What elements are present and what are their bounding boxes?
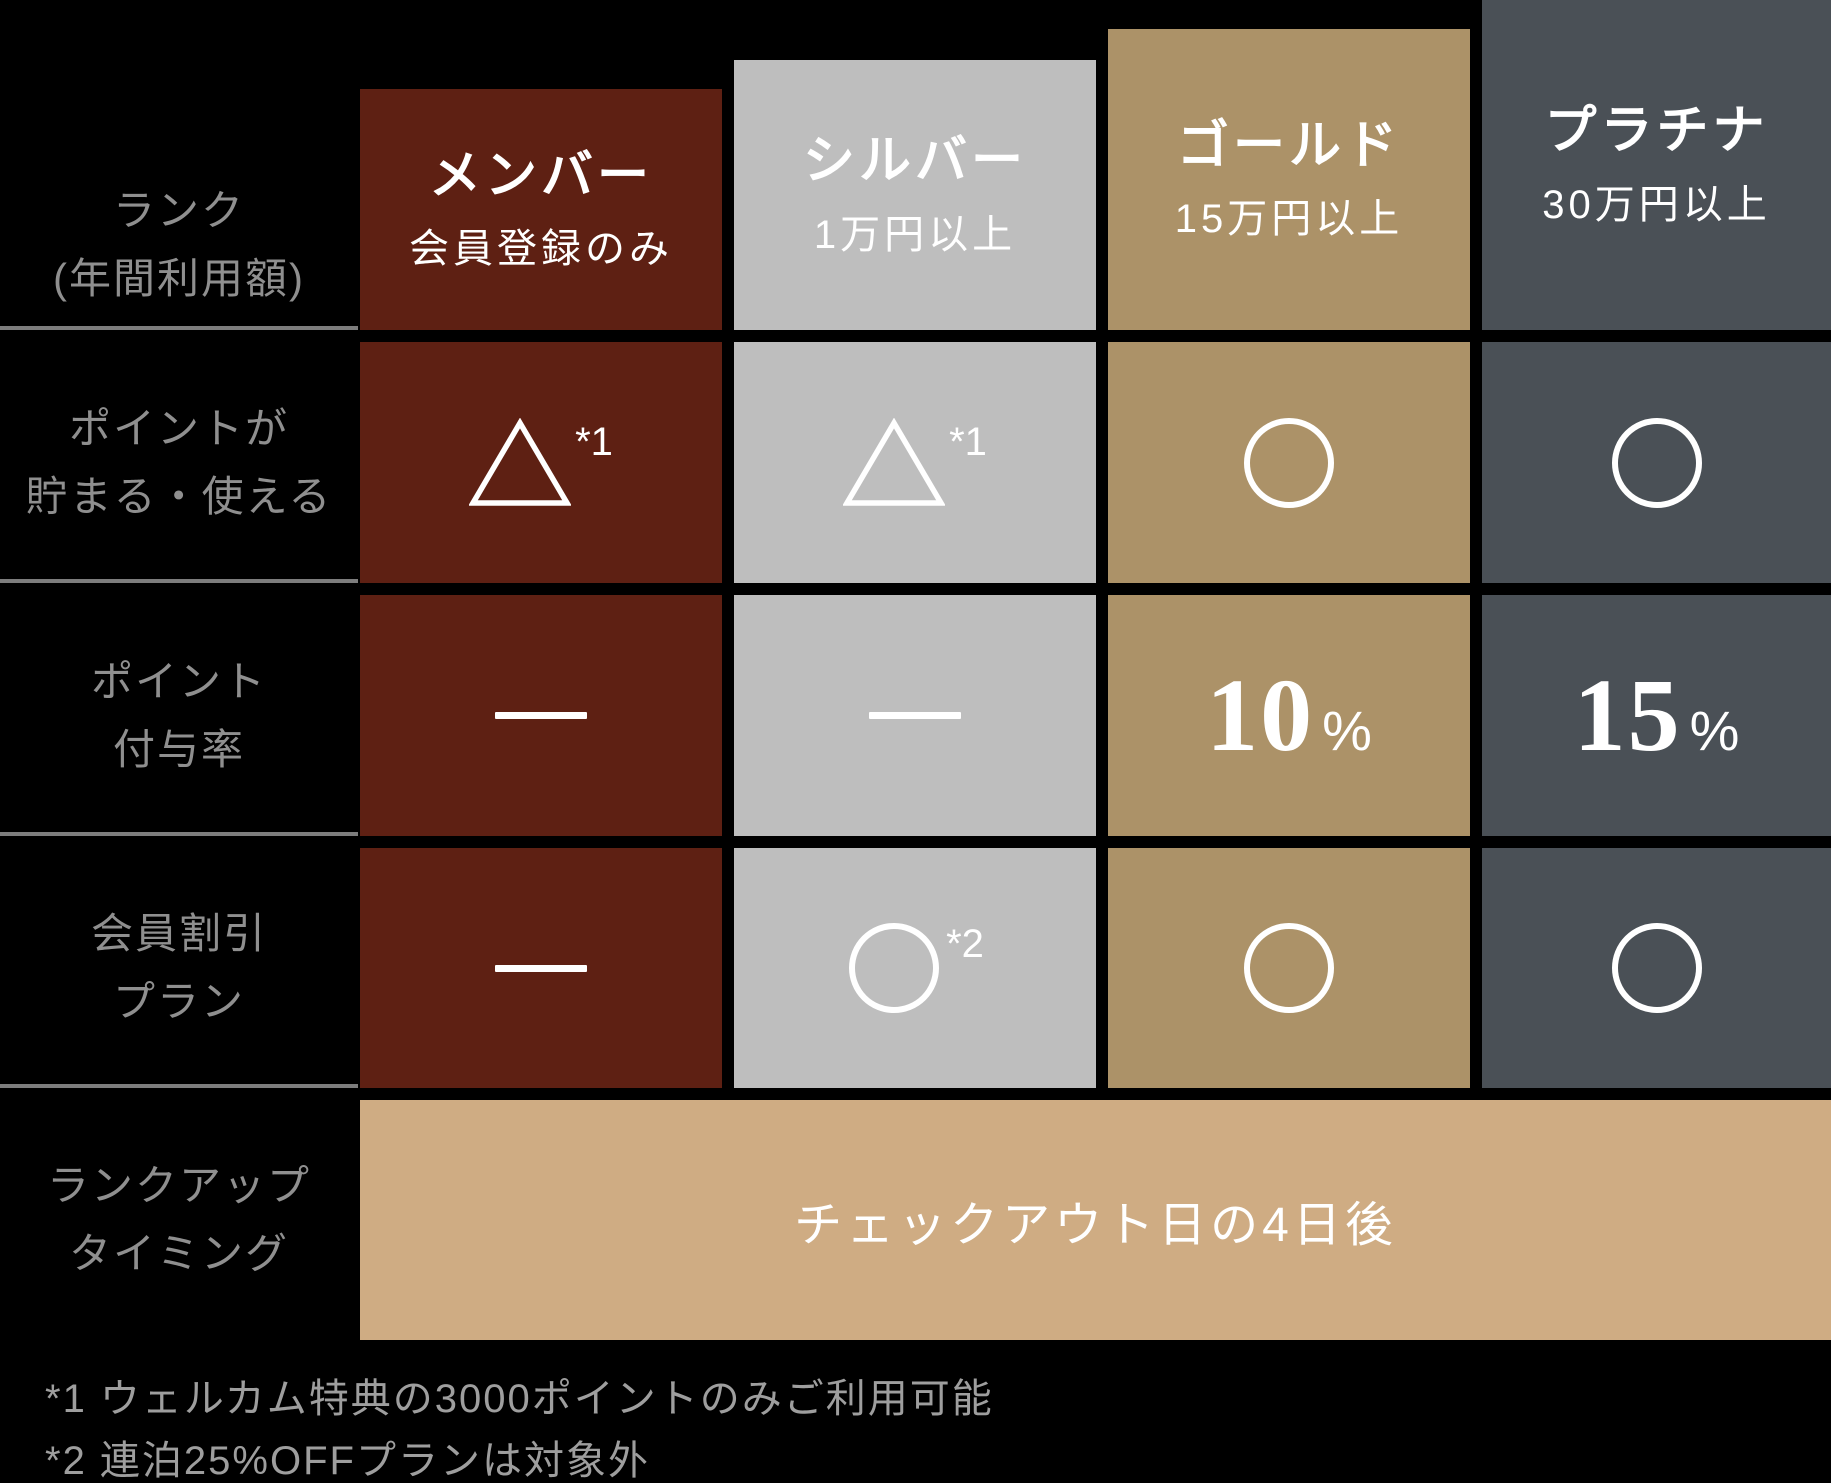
header-gold: ゴールド 15万円以上 (1108, 29, 1470, 330)
dash-icon (869, 712, 961, 719)
rank-threshold: 1万円以上 (813, 212, 1017, 257)
row-label-line1: ポイントが (68, 404, 289, 452)
cell-discount-platinum (1482, 848, 1831, 1088)
cell-points-silver: *1 (734, 342, 1096, 583)
row-label-rankup: ランクアップ タイミング (0, 1100, 358, 1340)
row-label-line1: ランクアップ (46, 1162, 311, 1209)
dash-icon (495, 712, 587, 719)
label-divider (0, 326, 358, 330)
percent-sign: % (1322, 698, 1372, 762)
corner-header-line1: ランク (112, 187, 245, 234)
cell-rate-platinum: 15 % (1482, 595, 1831, 836)
corner-header-line2: (年間利用額) (53, 255, 305, 302)
rank-name: メンバー (428, 146, 653, 205)
percent-number: 10 (1206, 657, 1315, 773)
footnotes: *1 ウェルカム特典の3000ポイントのみご利用可能 *2 連泊25%OFFプラ… (45, 1368, 994, 1483)
circle-icon (1611, 923, 1702, 1013)
cell-discount-member (360, 848, 722, 1088)
row-label-line2: タイミング (68, 1230, 289, 1277)
rank-threshold: 15万円以上 (1174, 197, 1404, 242)
footnote-ref: *2 (946, 922, 984, 966)
header-silver: シルバー 1万円以上 (734, 60, 1096, 330)
rank-name: プラチナ (1544, 102, 1769, 161)
circle-with-note: *2 (846, 920, 984, 1016)
header-member: メンバー 会員登録のみ (360, 89, 722, 330)
row-label-line1: 会員割引 (90, 910, 267, 957)
row-label-rate: ポイント 付与率 (0, 595, 358, 836)
row-label-line2: プラン (112, 978, 245, 1025)
row-label-discount: 会員割引 プラン (0, 848, 358, 1088)
footnote-1: *1 ウェルカム特典の3000ポイントのみご利用可能 (45, 1377, 994, 1421)
rank-name: ゴールド (1176, 116, 1401, 175)
row-label-points: ポイントが 貯まる・使える (0, 342, 358, 583)
triangle-icon (843, 417, 946, 506)
dash-icon (495, 964, 587, 972)
rank-threshold: 30万円以上 (1542, 182, 1771, 227)
rankup-timing-banner: チェックアウト日の4日後 (360, 1100, 1831, 1340)
corner-header-label: ランク (年間利用額) (0, 160, 358, 330)
row-label-line2: 付与率 (112, 725, 245, 773)
cell-rate-silver (734, 595, 1096, 836)
cell-rate-gold: 10 % (1108, 595, 1470, 836)
percent-value: 10 % (1206, 657, 1372, 773)
triangle-with-note: *1 (469, 417, 613, 508)
label-divider (0, 1084, 358, 1088)
cell-points-platinum (1482, 342, 1831, 583)
rank-threshold: 会員登録のみ (409, 227, 673, 272)
percent-value: 15 % (1573, 657, 1740, 773)
row-label-line2: 貯まる・使える (25, 472, 333, 520)
circle-icon (1244, 417, 1334, 508)
footnote-ref: *1 (949, 419, 987, 464)
footnote-ref: *1 (575, 419, 613, 464)
rank-name: シルバー (802, 132, 1027, 191)
rankup-timing-text: チェックアウト日の4日後 (794, 1199, 1397, 1252)
circle-icon (1244, 923, 1334, 1013)
label-divider (0, 579, 358, 583)
triangle-with-note: *1 (843, 417, 987, 508)
row-label-line1: ポイント (90, 657, 267, 705)
percent-sign: % (1689, 698, 1740, 762)
cell-discount-gold (1108, 848, 1470, 1088)
circle-icon (849, 923, 940, 1013)
header-platinum: プラチナ 30万円以上 (1482, 0, 1831, 330)
cell-discount-silver: *2 (734, 848, 1096, 1088)
cell-points-member: *1 (360, 342, 722, 583)
footnote-2: *2 連泊25%OFFプランは対象外 (45, 1439, 650, 1483)
cell-points-gold (1108, 342, 1470, 583)
cell-rate-member (360, 595, 722, 836)
circle-icon (1611, 417, 1702, 508)
triangle-icon (469, 417, 572, 506)
label-divider (0, 832, 358, 836)
percent-number: 15 (1573, 657, 1682, 773)
